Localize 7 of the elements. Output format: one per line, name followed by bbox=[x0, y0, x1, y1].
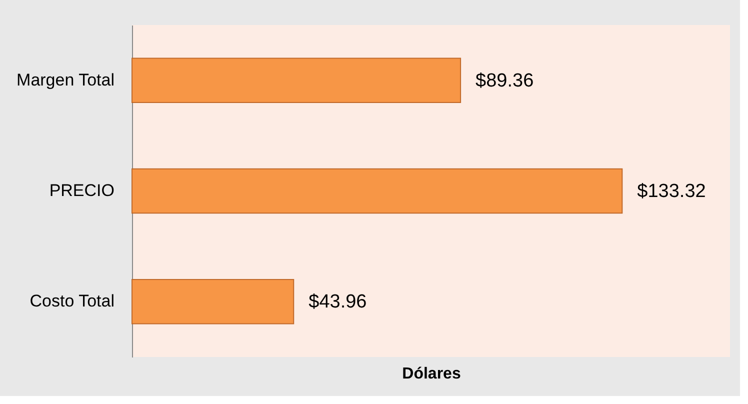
y-tick-label: PRECIO bbox=[49, 181, 114, 200]
y-tick-label: Margen Total bbox=[16, 70, 114, 90]
data-label: $89.36 bbox=[476, 70, 534, 92]
x-axis-title: Dólares bbox=[402, 366, 461, 382]
data-label: $133.32 bbox=[637, 181, 706, 202]
data-label: $43.96 bbox=[308, 292, 367, 313]
y-tick-label: Costo Total bbox=[30, 292, 114, 311]
